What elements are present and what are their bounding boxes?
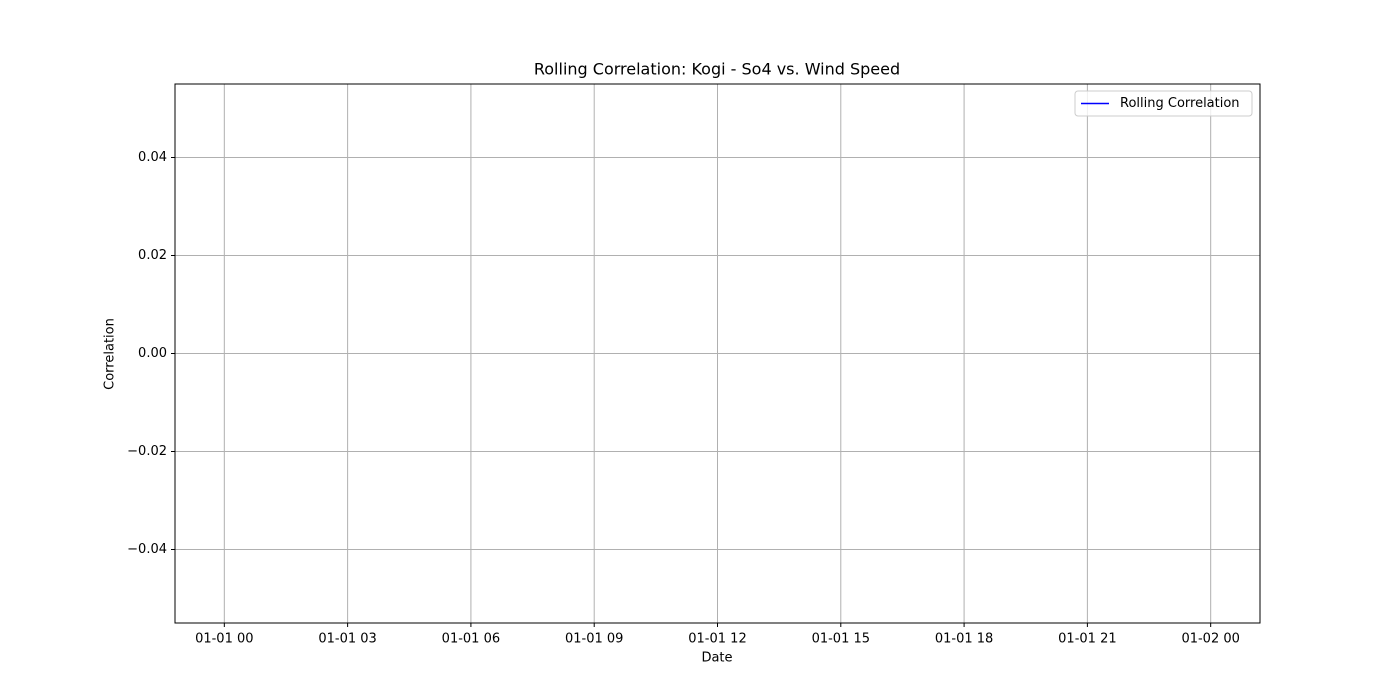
y-axis-label: Correlation bbox=[103, 318, 118, 390]
legend-box bbox=[1074, 90, 1253, 117]
x-tick-label: 01-01 06 bbox=[442, 632, 500, 647]
y-tick-label: 0.04 bbox=[138, 150, 167, 165]
x-tick-label: 01-02 00 bbox=[1181, 632, 1239, 647]
x-tick-label: 01-01 18 bbox=[935, 632, 993, 647]
legend-label: Rolling Correlation bbox=[1120, 96, 1240, 111]
y-tick-label: −0.04 bbox=[127, 542, 167, 557]
y-tick-label: 0.00 bbox=[138, 346, 167, 361]
plot-frame bbox=[174, 83, 1261, 624]
x-tick-label: 01-01 12 bbox=[688, 632, 746, 647]
x-tick-label: 01-01 09 bbox=[565, 632, 623, 647]
y-tick-label: −0.02 bbox=[127, 444, 167, 459]
x-tick-label: 01-01 00 bbox=[195, 632, 253, 647]
chart-title: Rolling Correlation: Kogi - So4 vs. Wind… bbox=[534, 60, 900, 79]
x-tick-label: 01-01 15 bbox=[812, 632, 870, 647]
y-tick-label: 0.02 bbox=[138, 248, 167, 263]
x-axis-label: Date bbox=[701, 651, 732, 666]
x-tick-label: 01-01 03 bbox=[318, 632, 376, 647]
x-tick-label: 01-01 21 bbox=[1058, 632, 1116, 647]
